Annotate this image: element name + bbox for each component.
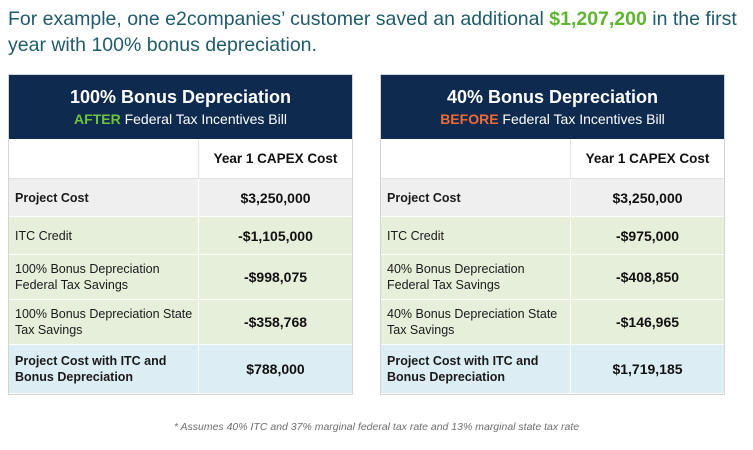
table-row: ITC Credit -$975,000: [381, 217, 724, 255]
before-tag: BEFORE: [440, 111, 499, 127]
empty-header-cell: [9, 139, 198, 178]
row-label: Project Cost: [387, 190, 461, 205]
column-header: Year 1 CAPEX Cost: [198, 139, 352, 178]
row-label: ITC Credit: [387, 228, 444, 243]
row-value: $3,250,000: [570, 179, 724, 216]
intro-text: For example, one e2companies’ customer s…: [8, 6, 748, 58]
after-bill-table-header: 100% Bonus Depreciation AFTER Federal Ta…: [9, 75, 352, 139]
savings-amount: $1,207,200: [549, 8, 647, 30]
before-bill-table: 40% Bonus Depreciation BEFORE Federal Ta…: [380, 74, 725, 395]
row-value: $1,719,185: [570, 345, 724, 393]
subtitle-text: Federal Tax Incentives Bill: [120, 111, 287, 127]
table-row: Project Cost $3,250,000: [9, 179, 352, 217]
table-subtitle: AFTER Federal Tax Incentives Bill: [9, 110, 352, 128]
table-row: Project Cost $3,250,000: [381, 179, 724, 217]
before-bill-table-header: 40% Bonus Depreciation BEFORE Federal Ta…: [381, 75, 724, 139]
row-value: -$358,768: [198, 300, 352, 344]
empty-header-cell: [381, 139, 570, 178]
table-title: 40% Bonus Depreciation: [446, 87, 659, 107]
row-value: -$975,000: [570, 217, 724, 254]
table-row: 100% Bonus Depreciation State Tax Saving…: [9, 300, 352, 345]
row-label: Project Cost with ITC and Bonus Deprecia…: [387, 354, 539, 384]
after-tag: AFTER: [74, 111, 121, 127]
table-title: 100% Bonus Depreciation: [69, 87, 292, 107]
row-label: 40% Bonus Depreciation State Tax Savings: [387, 307, 558, 337]
intro-text-after: in the first year with 100% bonus deprec…: [8, 8, 737, 56]
row-label: Project Cost with ITC and Bonus Deprecia…: [15, 354, 167, 384]
table-subtitle: BEFORE Federal Tax Incentives Bill: [381, 110, 724, 128]
row-value: -$408,850: [570, 255, 724, 299]
row-value: -$998,075: [198, 255, 352, 299]
row-value: $3,250,000: [198, 179, 352, 216]
table-total-row: Project Cost with ITC and Bonus Deprecia…: [9, 345, 352, 394]
subtitle-text: Federal Tax Incentives Bill: [498, 111, 665, 127]
column-header-row: Year 1 CAPEX Cost: [9, 139, 352, 179]
table-row: 100% Bonus Depreciation Federal Tax Savi…: [9, 255, 352, 300]
column-header-row: Year 1 CAPEX Cost: [381, 139, 724, 179]
table-row: ITC Credit -$1,105,000: [9, 217, 352, 255]
after-bill-table: 100% Bonus Depreciation AFTER Federal Ta…: [8, 74, 353, 395]
table-row: 40% Bonus Depreciation State Tax Savings…: [381, 300, 724, 345]
table-row: 40% Bonus Depreciation Federal Tax Savin…: [381, 255, 724, 300]
column-header: Year 1 CAPEX Cost: [570, 139, 724, 178]
row-label: Project Cost: [15, 190, 89, 205]
row-value: -$146,965: [570, 300, 724, 344]
table-total-row: Project Cost with ITC and Bonus Deprecia…: [381, 345, 724, 394]
row-label: 40% Bonus Depreciation Federal Tax Savin…: [387, 262, 525, 292]
row-label: 100% Bonus Depreciation Federal Tax Savi…: [15, 262, 160, 292]
row-label: ITC Credit: [15, 228, 72, 243]
footnote: * Assumes 40% ITC and 37% marginal feder…: [173, 421, 580, 433]
row-label: 100% Bonus Depreciation State Tax Saving…: [15, 307, 193, 337]
row-value: $788,000: [198, 345, 352, 393]
intro-text-before: For example, one e2companies’ customer s…: [8, 8, 550, 30]
row-value: -$1,105,000: [198, 217, 352, 254]
